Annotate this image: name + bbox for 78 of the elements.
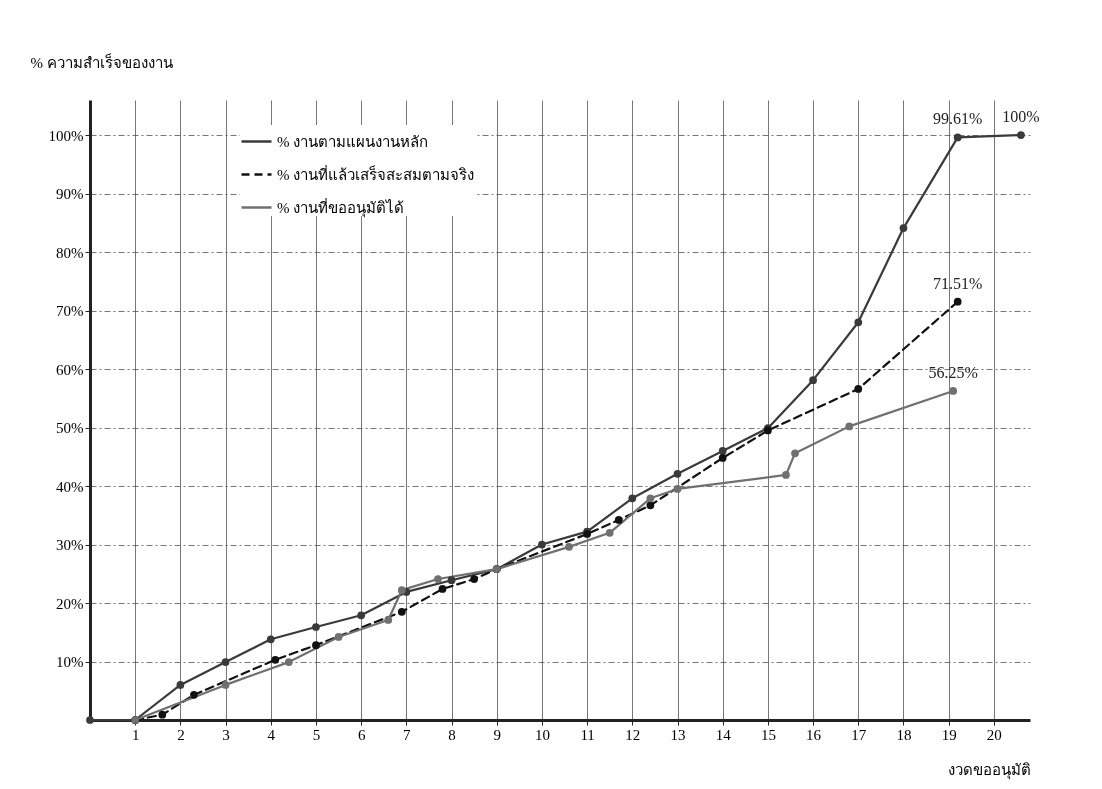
point bbox=[266, 635, 275, 644]
x-tick-label: 19 bbox=[941, 726, 957, 743]
point bbox=[673, 485, 682, 493]
x-tick-label: 11 bbox=[580, 726, 595, 743]
point bbox=[899, 224, 908, 232]
point bbox=[809, 376, 817, 385]
legend-label: % งานที่แล้วเสร็จสะสมตามจริง bbox=[277, 163, 475, 183]
point bbox=[334, 633, 343, 641]
point bbox=[470, 575, 479, 583]
point bbox=[1017, 131, 1025, 139]
point bbox=[646, 501, 655, 510]
point bbox=[782, 471, 790, 479]
point bbox=[397, 586, 406, 595]
legend-label: % งานที่ขออนุมัติได้ bbox=[277, 196, 405, 218]
point bbox=[86, 716, 94, 724]
x-tick-label: 6 bbox=[357, 726, 366, 743]
y-axis-title: % ความสำเร็จของงาน bbox=[30, 52, 173, 71]
y-tick-label: 70% bbox=[56, 303, 84, 320]
point bbox=[845, 422, 854, 431]
x-tick-label: 16 bbox=[806, 726, 822, 743]
x-tick-label: 12 bbox=[625, 726, 641, 743]
point bbox=[357, 611, 366, 620]
x-tick-label: 4 bbox=[267, 726, 276, 743]
point bbox=[538, 540, 546, 549]
point bbox=[447, 576, 456, 585]
x-tick-label: 20 bbox=[986, 726, 1002, 743]
y-tick-label: 40% bbox=[56, 478, 84, 495]
point bbox=[190, 690, 198, 699]
x-axis-title: งวดขออนุมัติ bbox=[947, 761, 1031, 780]
point bbox=[718, 447, 727, 455]
point bbox=[221, 658, 230, 666]
x-tick-label: 13 bbox=[670, 726, 686, 743]
legend-label: % งานตามแผนงานหลัก bbox=[277, 133, 429, 150]
point bbox=[284, 658, 293, 666]
x-tick-label: 14 bbox=[715, 726, 732, 743]
y-tick-label: 50% bbox=[56, 420, 84, 437]
point bbox=[312, 623, 320, 631]
point bbox=[158, 710, 167, 719]
point bbox=[718, 454, 727, 462]
y-tick-label: 60% bbox=[56, 361, 84, 378]
y-tick-label: 80% bbox=[56, 244, 84, 261]
point bbox=[397, 607, 406, 616]
y-tick-label: 20% bbox=[56, 595, 84, 612]
x-tick-label: 7 bbox=[403, 726, 412, 743]
point bbox=[791, 449, 799, 458]
point bbox=[614, 516, 623, 524]
y-tick-label: 90% bbox=[56, 186, 84, 203]
point bbox=[434, 575, 442, 583]
point bbox=[673, 469, 682, 478]
point bbox=[565, 543, 573, 551]
point bbox=[953, 297, 962, 306]
point bbox=[312, 641, 320, 649]
x-tick-label: 18 bbox=[896, 726, 912, 743]
point bbox=[438, 585, 447, 593]
x-tick-label: 9 bbox=[493, 726, 501, 743]
x-tick-label: 15 bbox=[760, 726, 776, 743]
point bbox=[628, 494, 637, 503]
annotation: 100% bbox=[1002, 108, 1040, 126]
y-tick-label: 100% bbox=[48, 127, 84, 144]
x-tick-label: 5 bbox=[312, 726, 321, 743]
point bbox=[271, 655, 280, 664]
point bbox=[854, 318, 863, 327]
point bbox=[854, 385, 863, 393]
x-tick-label: 10 bbox=[534, 726, 550, 743]
x-tick-label: 1 bbox=[131, 726, 140, 743]
y-tick-label: 30% bbox=[56, 537, 84, 554]
point bbox=[949, 387, 958, 395]
point bbox=[176, 681, 185, 689]
y-tick-label: 10% bbox=[56, 654, 84, 671]
point bbox=[605, 528, 614, 537]
x-tick-label: 3 bbox=[222, 726, 230, 743]
point bbox=[384, 616, 393, 624]
x-tick-label: 17 bbox=[851, 726, 867, 743]
point bbox=[221, 681, 230, 689]
point bbox=[646, 494, 655, 503]
x-tick-label: 8 bbox=[448, 726, 456, 743]
point bbox=[953, 133, 962, 142]
x-tick-label: 2 bbox=[177, 726, 185, 743]
